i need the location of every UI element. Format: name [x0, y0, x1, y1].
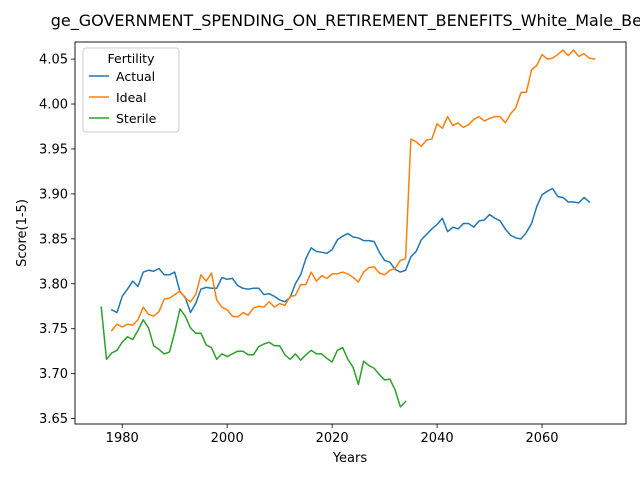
y-tick-label: 3.65: [39, 412, 68, 427]
legend-label-ideal: Ideal: [116, 90, 146, 105]
y-tick-label: 4.05: [39, 53, 68, 68]
y-tick-label: 3.95: [39, 142, 68, 157]
chart-title: ge_GOVERNMENT_SPENDING_ON_RETIREMENT_BEN…: [51, 11, 640, 31]
legend: Fertility Actual Ideal Sterile: [82, 47, 180, 133]
x-tick-label: 2060: [525, 431, 558, 446]
x-tick-label: 2000: [211, 431, 244, 446]
series-line-actual: [110, 187, 591, 314]
x-tick-label: 1980: [106, 431, 139, 446]
y-tick-label: 4.00: [39, 98, 68, 113]
legend-frame: [82, 47, 180, 133]
plot-frame: [74, 41, 627, 425]
legend-entry-sterile: Sterile: [89, 111, 157, 126]
legend-entry-ideal: Ideal: [89, 90, 146, 105]
y-tick-label: 3.75: [39, 322, 68, 337]
legend-entry-actual: Actual: [89, 69, 155, 84]
legend-label-sterile: Sterile: [116, 111, 157, 126]
y-axis-label: Score(1-5): [15, 199, 30, 267]
y-tick-label: 3.85: [39, 232, 68, 247]
x-axis-label: Years: [332, 451, 368, 466]
x-axis: 1980 2000 2020 2040 2060: [106, 424, 559, 446]
legend-title: Fertility: [108, 51, 156, 66]
series-line-sterile: [100, 306, 407, 408]
y-tick-label: 3.90: [39, 187, 68, 202]
y-tick-label: 3.70: [39, 367, 68, 382]
series-line-ideal: [110, 49, 596, 332]
series-layer: [100, 49, 596, 408]
legend-label-actual: Actual: [116, 69, 155, 84]
x-tick-label: 2020: [316, 431, 349, 446]
y-axis: 3.65 3.70 3.75 3.80 3.85 3.90 3.95 4.00 4.05: [39, 53, 75, 427]
y-tick-label: 3.80: [39, 277, 68, 292]
x-tick-label: 2040: [421, 431, 454, 446]
